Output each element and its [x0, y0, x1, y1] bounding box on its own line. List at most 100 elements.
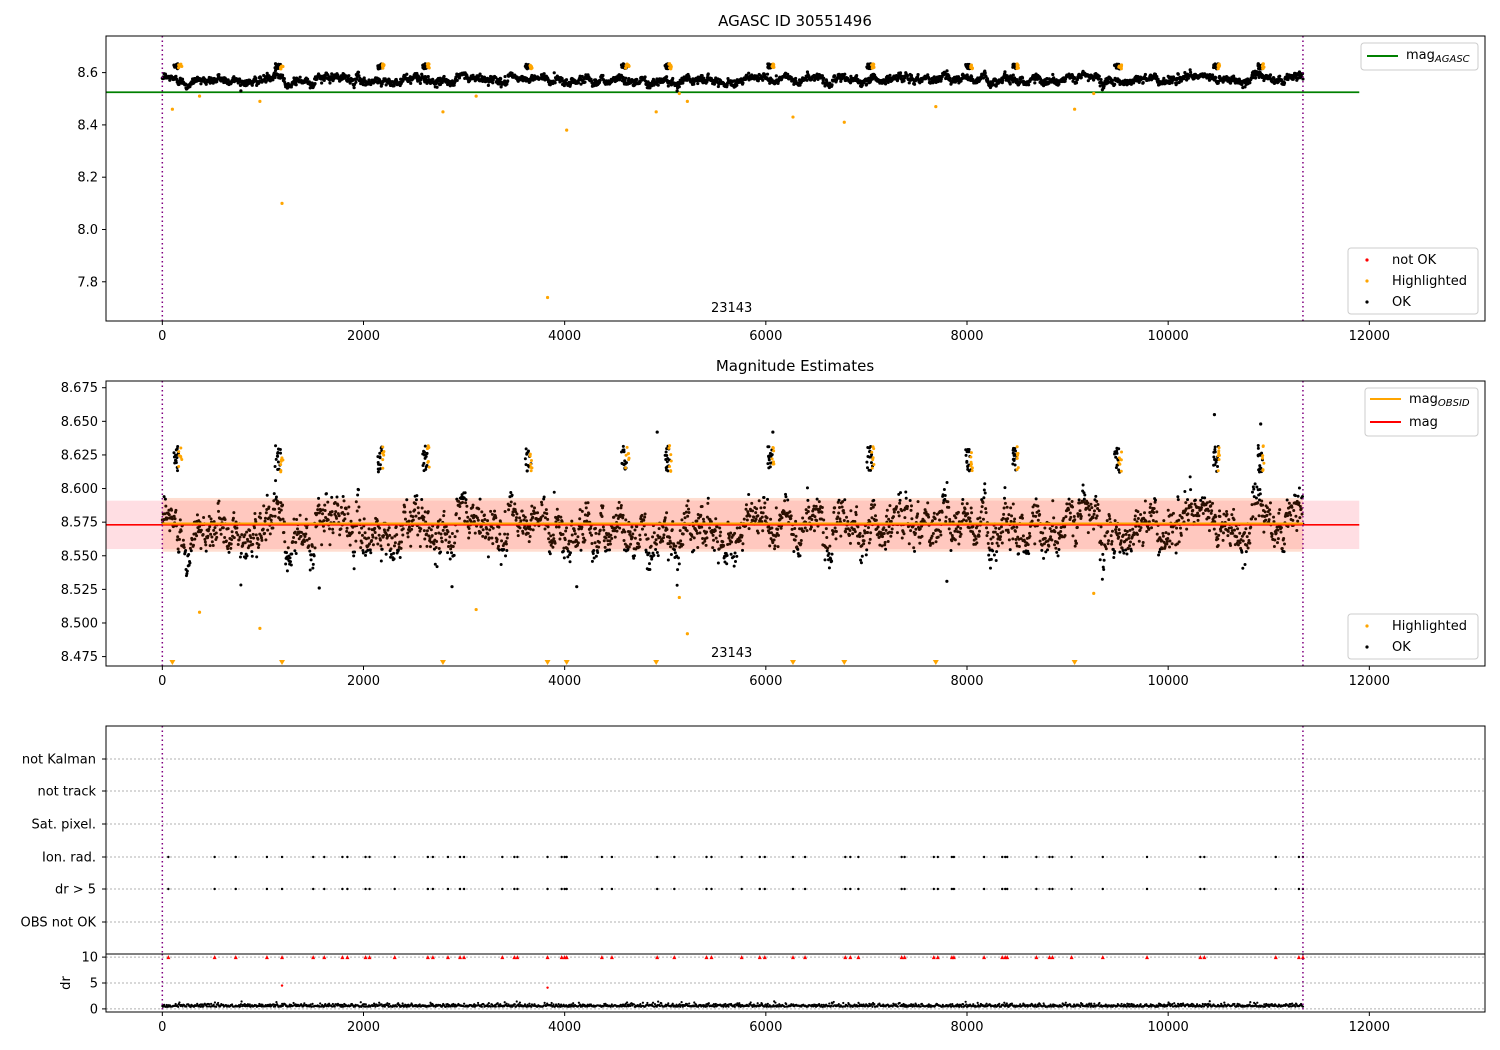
mag-point	[993, 530, 997, 534]
mag-point	[1001, 530, 1005, 534]
mag-point	[862, 542, 866, 546]
mag-point	[747, 527, 751, 531]
mag-point	[953, 538, 957, 542]
mag-point	[1012, 525, 1016, 529]
mag-point	[345, 529, 349, 533]
mag-point	[303, 535, 307, 539]
mag-point	[782, 510, 786, 514]
mag-point	[700, 504, 704, 508]
mag-point	[589, 526, 593, 530]
agasc-point	[1286, 77, 1290, 82]
mag-point	[321, 512, 325, 516]
mag-point	[208, 525, 212, 529]
mag-point	[662, 536, 666, 540]
mag-point	[995, 550, 999, 554]
mag-point	[1048, 527, 1052, 531]
mag-point	[597, 532, 601, 536]
mag-point	[597, 540, 601, 544]
mag-point	[1017, 552, 1021, 556]
mag-point	[977, 529, 981, 533]
agasc-point	[865, 82, 869, 86]
mag-point	[361, 551, 365, 555]
mag-point	[448, 535, 452, 539]
agasc-point	[898, 71, 903, 75]
mag-point	[223, 535, 227, 539]
agasc-frame	[105, 35, 1486, 322]
mag-point	[218, 528, 222, 532]
mag-point	[334, 510, 338, 514]
mag-point	[516, 534, 520, 538]
mag-point	[711, 533, 715, 537]
mag-point	[654, 542, 658, 546]
mag-point	[729, 552, 733, 556]
mag-point	[873, 503, 877, 507]
mag-point	[776, 533, 780, 537]
mag-point	[706, 501, 710, 505]
mag-point	[823, 558, 827, 562]
mag-point	[211, 544, 215, 548]
mag-point	[725, 562, 729, 566]
mag-point	[428, 537, 432, 541]
mag-point	[1050, 538, 1054, 542]
mag-point	[317, 496, 321, 500]
mag-point	[701, 536, 705, 540]
mag-point	[931, 519, 935, 523]
mag-point	[754, 511, 758, 515]
agasc-point	[583, 80, 587, 84]
agasc-point	[1217, 64, 1222, 68]
mag-point	[859, 558, 863, 562]
mag-point	[615, 529, 619, 533]
mag-point	[304, 517, 308, 521]
mag-point	[735, 554, 739, 558]
mag-point	[407, 519, 411, 523]
mag-point	[328, 527, 332, 531]
agasc-point	[177, 82, 181, 87]
mag-point	[562, 556, 566, 560]
mag-point	[584, 506, 588, 510]
mag-point	[336, 503, 340, 507]
mag-point	[822, 518, 826, 522]
mag-point	[961, 497, 965, 501]
mag-point	[618, 526, 622, 530]
mag-point	[708, 526, 712, 530]
mag-point	[608, 539, 612, 543]
mag-point	[649, 544, 653, 548]
agasc-point	[280, 64, 284, 68]
mag-point	[343, 517, 347, 521]
mag-point	[311, 566, 315, 570]
mag-point	[486, 555, 490, 559]
mag-point	[267, 516, 271, 520]
mag-point	[680, 518, 684, 522]
mag-point	[1000, 541, 1004, 545]
mag-point	[185, 572, 189, 576]
agasc-point	[1214, 75, 1218, 80]
mag-point	[1021, 516, 1025, 520]
agasc-point	[280, 73, 285, 77]
agasc-point	[552, 71, 556, 75]
agasc-point	[262, 73, 266, 78]
agasc-point	[427, 66, 431, 70]
mag-point	[561, 532, 565, 536]
mag-point	[714, 517, 718, 521]
agasc-point	[328, 81, 332, 85]
mag-point	[206, 534, 210, 538]
mag-point	[791, 533, 795, 537]
mag-point	[820, 505, 824, 509]
agasc-highlighted-point	[1073, 107, 1077, 111]
mag-point	[285, 569, 289, 573]
mag-point	[531, 528, 535, 532]
mag-point	[547, 537, 551, 541]
mag-point	[851, 532, 855, 536]
mag-point	[867, 541, 871, 545]
mag-point	[250, 554, 254, 558]
mag-point	[815, 519, 819, 523]
agasc-point	[237, 77, 242, 81]
mag-point	[755, 507, 759, 511]
mag-point	[237, 538, 241, 542]
mag-point	[266, 528, 270, 532]
mag-point	[362, 517, 366, 521]
mag-point	[683, 516, 687, 520]
mag-point	[969, 506, 973, 510]
agasc-point	[401, 78, 405, 82]
mag-point	[464, 501, 468, 505]
